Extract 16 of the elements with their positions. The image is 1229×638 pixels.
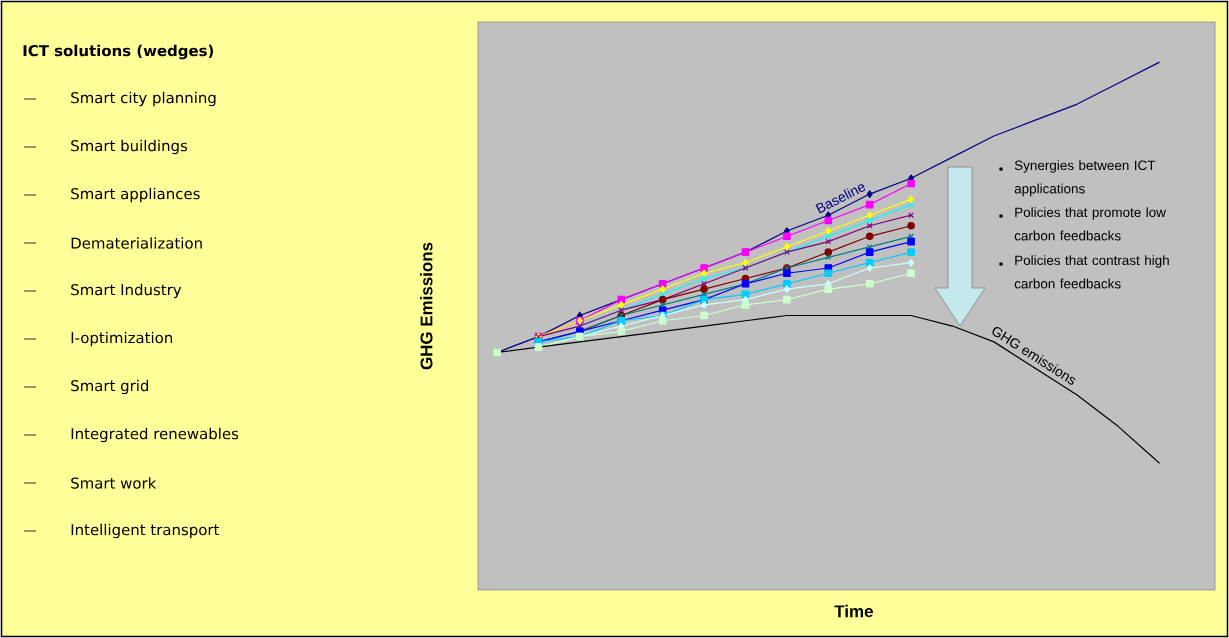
text: Dematerialization <box>71 237 202 249</box>
text: Smart appliances <box>71 187 200 203</box>
text: Intelligent transport <box>71 523 220 539</box>
text: Smart Industry <box>71 283 182 299</box>
annotation: Policies that promote low carbon feedbacks <box>1014 207 1166 241</box>
text: Integrated renewables <box>71 427 239 443</box>
text: Smart grid <box>71 379 149 395</box>
text: I-optimization <box>71 331 173 347</box>
x-axis-title: Time <box>834 604 873 618</box>
annotation: Policies that contrast high carbon feedbacks <box>1014 255 1169 289</box>
text: ICT solutions (wedges) <box>23 44 214 60</box>
text: Smart city planning <box>71 91 216 107</box>
annotation: Synergies between ICT applications <box>1014 160 1156 197</box>
text: Smart work <box>71 477 157 489</box>
y-axis-title: GHG Emissions <box>420 242 433 370</box>
text: Smart buildings <box>71 139 188 155</box>
